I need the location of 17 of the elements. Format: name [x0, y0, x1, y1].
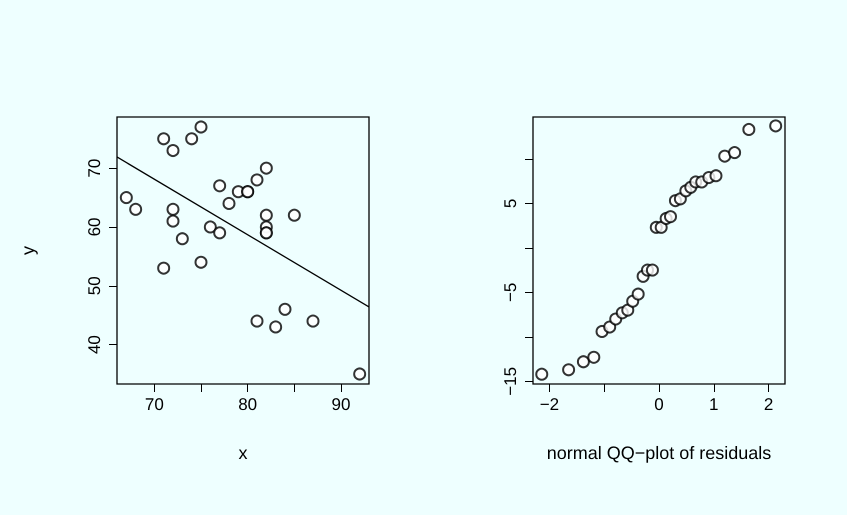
- x-tick-label: 70: [144, 395, 164, 414]
- x-tick-label: 90: [332, 395, 350, 414]
- y-tick-label: −15: [501, 366, 520, 396]
- x-axis-title: x: [238, 443, 248, 463]
- x-tick-label: 1: [709, 395, 719, 414]
- y-tick-label: 40: [85, 335, 104, 354]
- y-tick-label: −5: [501, 282, 520, 302]
- x-tick-label: 2: [764, 395, 774, 414]
- y-tick-label: 60: [85, 218, 104, 236]
- y-tick-label: 50: [85, 276, 104, 296]
- y-axis-title: y: [18, 246, 38, 255]
- y-tick-label: 5: [501, 198, 520, 208]
- x-tick-label: −2: [540, 395, 560, 414]
- x-tick-label: 0: [654, 395, 664, 414]
- y-tick-label: 70: [85, 158, 104, 178]
- x-tick-label: 80: [238, 395, 258, 414]
- x-axis-title: normal QQ−plot of residuals: [546, 443, 772, 463]
